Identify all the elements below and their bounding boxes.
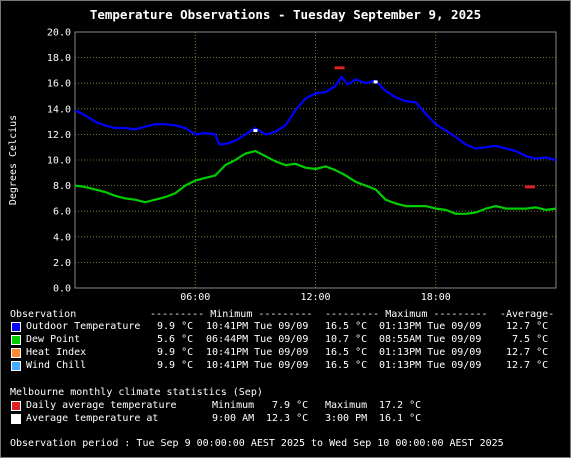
marker-daily-average	[524, 185, 535, 189]
climate-daily-label: Daily average temperature	[26, 400, 177, 411]
marker-average-at	[253, 129, 258, 133]
legend-label: Wind Chill	[26, 360, 87, 371]
legend-max: 10.7 °C	[325, 334, 368, 345]
legend-max-time: 08:55AM Tue 09/09	[379, 334, 482, 345]
legend-max-time: 01:13PM Tue 09/09	[379, 347, 482, 358]
legend-avg: 7.5 °C	[512, 334, 549, 345]
climate-avg-label: Average temperature at	[26, 413, 159, 424]
legend-header-maximum: --------- Maximum ---------	[325, 309, 488, 320]
legend-label: Outdoor Temperature	[26, 321, 141, 332]
legend-min-time: 10:41PM Tue 09/09	[206, 321, 309, 332]
marker-daily-average	[334, 66, 345, 70]
climate-max-label: Maximum	[325, 400, 368, 411]
legend-max: 16.5 °C	[325, 360, 368, 371]
wind-chill-swatch	[11, 361, 21, 371]
legend-min: 9.9 °C	[157, 347, 194, 358]
outdoor-temperature-swatch	[11, 322, 21, 332]
legend-avg: 12.7 °C	[506, 360, 549, 371]
chart-title: Temperature Observations - Tuesday Septe…	[89, 7, 482, 22]
y-tick-label: 18.0	[47, 53, 71, 64]
y-tick-label: 2.0	[53, 258, 71, 269]
temperature-chart: 0.0 2.0 4.0 6.0 8.0 10.0 12.0 14.0 16.0 18.0 20.0 0…	[8, 28, 557, 301]
x-tick-label: 18:00	[421, 292, 451, 300]
y-tick-label: 8.0	[53, 181, 71, 192]
tick-layer: 0.0 2.0 4.0 6.0 8.0 10.0 12.0 14.0 16.0 18.0 20.0 0…	[47, 28, 451, 301]
y-tick-label: 12.0	[47, 130, 71, 141]
legend-label: Heat Index	[26, 347, 87, 358]
legend-max-time: 01:13PM Tue 09/09	[379, 321, 482, 332]
daily-average-swatch	[11, 401, 21, 411]
x-tick-label: 06:00	[180, 292, 210, 300]
legend-header-minimum: --------- Minimum ---------	[150, 309, 313, 320]
climate-avg-time2: 3:00 PM	[325, 413, 368, 424]
heat-index-swatch	[11, 348, 21, 358]
legend-avg: 12.7 °C	[506, 321, 549, 332]
legend-header-observation: Observation	[10, 309, 77, 320]
grid	[74, 31, 557, 289]
climate-min-value: 7.9 °C	[272, 400, 309, 411]
y-tick-label: 16.0	[47, 79, 71, 90]
legend-avg: 12.7 °C	[506, 347, 549, 358]
y-axis-label: Degrees Celcius	[8, 115, 19, 205]
marker-average-at	[373, 80, 378, 84]
climate-avg-value1: 12.3 °C	[266, 413, 309, 424]
y-tick-label: 0.0	[53, 284, 71, 295]
climate-avg-value2: 16.1 °C	[379, 413, 422, 424]
climate-max-value: 17.2 °C	[379, 400, 422, 411]
legend-min: 9.9 °C	[157, 321, 194, 332]
climate-header: Melbourne monthly climate statistics (Se…	[10, 387, 263, 398]
legend-max-time: 01:13PM Tue 09/09	[379, 360, 482, 371]
y-tick-label: 10.0	[47, 156, 71, 167]
y-tick-label: 14.0	[47, 104, 71, 115]
average-temperature-swatch	[11, 414, 21, 424]
legend-min-time: 10:41PM Tue 09/09	[206, 347, 309, 358]
series-dew-point	[74, 149, 557, 215]
climate-avg-time1: 9:00 AM	[212, 413, 255, 424]
legend-min-time: 06:44PM Tue 09/09	[206, 334, 309, 345]
legend-header-average: -Average-	[500, 309, 555, 320]
marker-layer	[253, 66, 535, 189]
legend-max: 16.5 °C	[325, 347, 368, 358]
legend-label: Dew Point	[26, 334, 81, 345]
y-tick-label: 4.0	[53, 232, 71, 243]
climate-min-label: Minimum	[212, 400, 255, 411]
series-outdoor-temperature	[74, 75, 557, 162]
legend-min-time: 10:41PM Tue 09/09	[206, 360, 309, 371]
observation-period: Observation period : Tue Sep 9 00:00:00 …	[10, 438, 504, 449]
dew-point-swatch	[11, 335, 21, 345]
y-tick-label: 20.0	[47, 28, 71, 39]
legend-min: 9.9 °C	[157, 360, 194, 371]
x-tick-label: 12:00	[300, 292, 330, 300]
series-layer	[74, 75, 557, 215]
legend-max: 16.5 °C	[325, 321, 368, 332]
y-tick-label: 6.0	[53, 207, 71, 218]
legend-min: 5.6 °C	[157, 334, 194, 345]
